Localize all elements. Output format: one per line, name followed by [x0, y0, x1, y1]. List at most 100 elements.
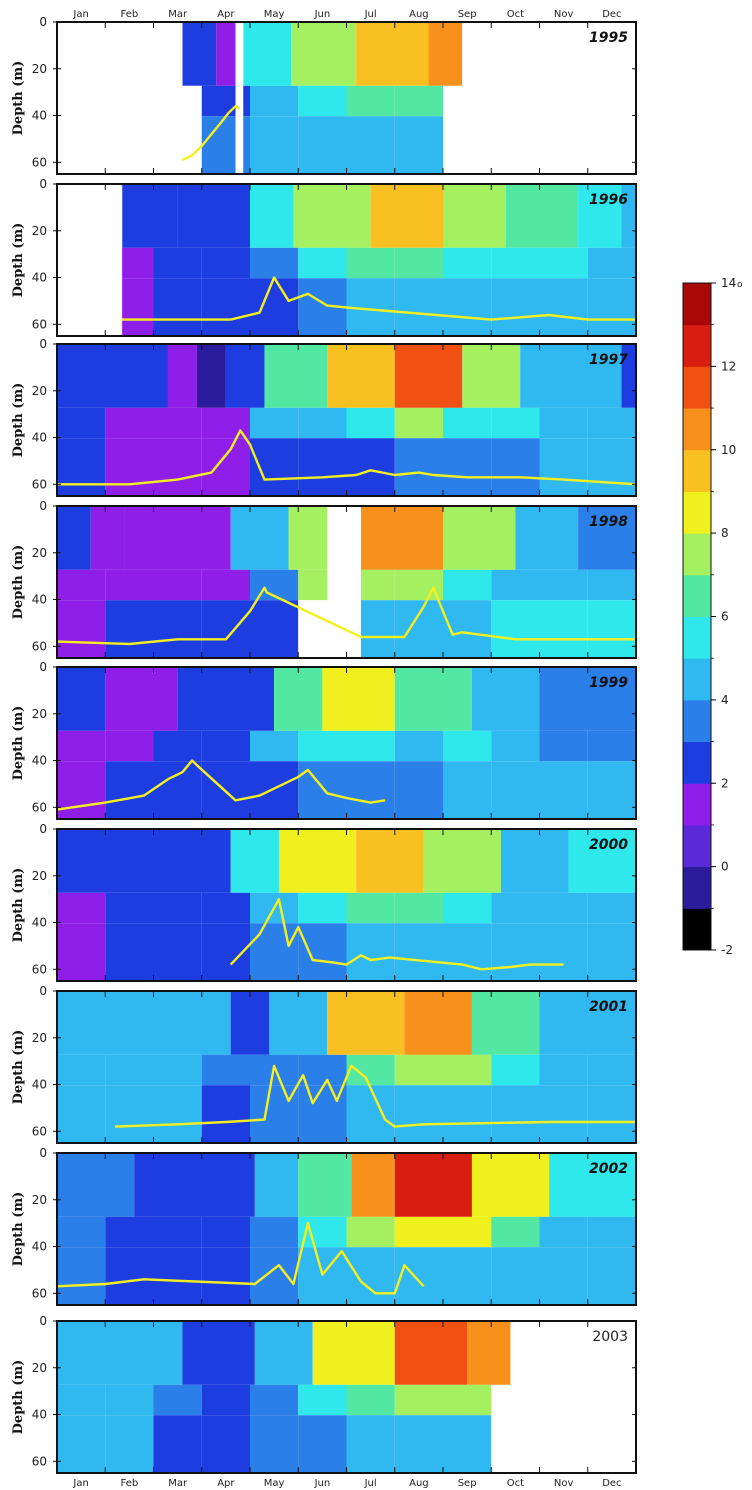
heat-cell-deep — [105, 923, 154, 981]
heat-cell-deep — [394, 1085, 443, 1143]
heat-cell-surface — [621, 184, 636, 248]
month-label-top: Aug — [409, 9, 429, 20]
heat-cell-deep — [153, 600, 202, 658]
year-panels: 0 20 40 60 Depth (m) 1995 0 20 40 60 Depth (m) 1996… — [11, 15, 637, 1474]
heat-cell-deep — [153, 278, 202, 336]
heat-cell-mid — [57, 1054, 106, 1086]
colorbar-swatch — [683, 616, 711, 659]
heat-cell-mid — [201, 892, 250, 924]
heat-cell-deep — [587, 923, 636, 981]
heat-cell-deep — [539, 1085, 588, 1143]
heat-cell-deep — [201, 278, 250, 336]
depth-tick-label: 20 — [32, 224, 47, 238]
heat-cell-deep — [491, 438, 540, 496]
y-axis-label: Depth (m) — [11, 868, 26, 943]
heat-cell-mid — [539, 569, 588, 601]
heat-cell-deep — [587, 600, 636, 658]
heat-cell-mid — [298, 1054, 347, 1086]
heat-cell-mid — [346, 1054, 395, 1086]
heat-cell-deep — [298, 438, 347, 496]
heat-cell-mid — [443, 1216, 492, 1248]
heat-cell-mid — [394, 730, 443, 762]
depth-tick-label: 20 — [32, 384, 47, 398]
heat-cell-deep — [587, 761, 636, 819]
heat-cell-surface — [57, 991, 154, 1055]
heat-cell-deep — [539, 278, 588, 336]
y-axis-label: Depth (m) — [11, 61, 26, 136]
year-label: 1998 — [589, 514, 628, 530]
month-label-top: Oct — [507, 9, 524, 20]
depth-tick-label: 0 — [39, 337, 47, 351]
heat-cell-surface — [216, 22, 236, 86]
heat-cell-mid — [491, 730, 540, 762]
heat-cell-deep — [57, 923, 106, 981]
heat-cell-mid — [394, 1384, 443, 1416]
depth-tick-label: 60 — [32, 155, 47, 169]
year-label: 1999 — [589, 675, 628, 691]
colorbar-swatch — [683, 366, 711, 409]
heat-cell-mid — [539, 1216, 588, 1248]
depth-tick-label: 0 — [39, 1146, 47, 1160]
depth-tick-label: 40 — [32, 109, 47, 123]
heat-cell-surface — [539, 991, 636, 1055]
heat-cell-deep — [443, 1415, 492, 1473]
colorbar-tick-label: 8 — [721, 526, 729, 540]
heat-cell-deep — [443, 923, 492, 981]
colorbar-swatch — [683, 741, 711, 784]
depth-tick-label: 40 — [32, 916, 47, 930]
depth-tick-label: 20 — [32, 1031, 47, 1045]
month-axis-top: Jan Feb Mar Apr May Jun Jul Aug Sep Oct Nov Dec — [72, 9, 621, 20]
heat-cell-deep — [394, 1415, 443, 1473]
heat-cell-mid — [587, 1216, 636, 1248]
heat-cell-surface — [225, 344, 265, 408]
heat-cell-surface — [500, 829, 569, 893]
heat-cell-deep — [153, 761, 202, 819]
heat-cell-surface — [196, 344, 226, 408]
heat-cell-deep — [394, 600, 443, 658]
heat-cell-mid — [539, 407, 588, 439]
heat-cell-surface — [153, 991, 231, 1055]
heat-cell-mid — [394, 1216, 443, 1248]
heat-cell-mid — [105, 1384, 154, 1416]
heat-cell-mid — [491, 569, 540, 601]
panel-2003: 0 20 40 60 Depth (m) 2003 — [11, 1314, 637, 1474]
heat-cell-surface — [578, 506, 636, 570]
heat-cell-surface — [124, 506, 231, 570]
year-label: 2003 — [592, 1329, 628, 1345]
month-label-top: Jan — [72, 9, 88, 20]
colorbar-swatch — [683, 533, 711, 576]
depth-tick-label: 60 — [32, 962, 47, 976]
heat-cell-deep — [57, 438, 106, 496]
heat-cell-deep — [250, 1085, 299, 1143]
heat-cell-deep — [250, 923, 299, 981]
heat-cell-deep — [201, 438, 250, 496]
depth-tick-label: 0 — [39, 660, 47, 674]
heat-cell-deep — [105, 761, 154, 819]
heat-cell-mid — [250, 1384, 299, 1416]
heat-cell-mid — [105, 892, 154, 924]
heat-cell-mid — [153, 247, 202, 279]
heat-cell-mid — [539, 1054, 588, 1086]
year-label: 2000 — [589, 837, 628, 853]
heat-cell-deep — [250, 116, 299, 174]
heat-cell-deep — [105, 600, 154, 658]
heat-cell-mid — [443, 407, 492, 439]
heat-cell-deep — [201, 600, 250, 658]
heat-cell-surface — [177, 667, 275, 731]
month-label-bottom: Feb — [121, 1478, 139, 1489]
heat-cell-mid — [587, 407, 636, 439]
panel-1995: 0 20 40 60 Depth (m) 1995 — [11, 15, 637, 175]
heat-cell-mid — [539, 247, 588, 279]
heat-cell-mid — [201, 1216, 250, 1248]
panel-1996: 0 20 40 60 Depth (m) 1996 — [11, 177, 637, 337]
colorbar-swatch — [683, 866, 711, 909]
colorbar-swatch — [683, 408, 711, 451]
y-axis-label: Depth (m) — [11, 1192, 26, 1267]
month-label-bottom: Mar — [168, 1478, 188, 1489]
depth-tick-label: 40 — [32, 1078, 47, 1092]
heat-cell-mid — [153, 1384, 202, 1416]
heat-cell-mid — [298, 730, 347, 762]
heat-cell-surface — [322, 667, 395, 731]
depth-tick-label: 40 — [32, 1408, 47, 1422]
heat-cell-mid — [491, 892, 540, 924]
